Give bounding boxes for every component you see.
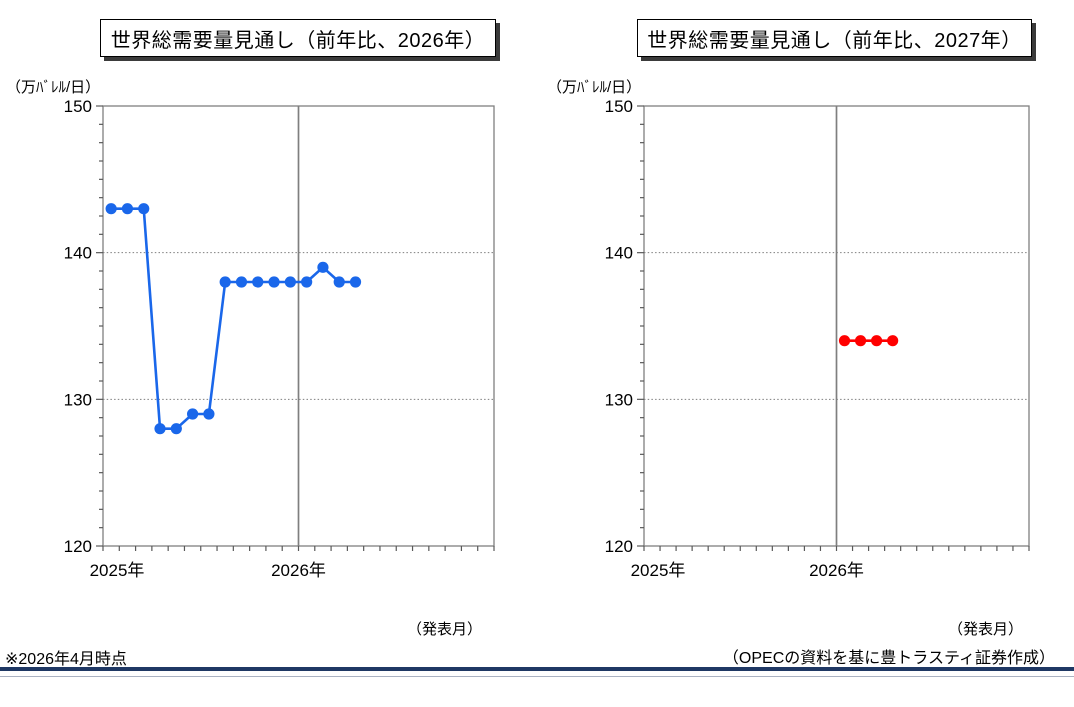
data-point-marker — [154, 423, 166, 435]
data-point-marker — [219, 276, 231, 288]
chart-title-2026-text: 世界総需要量見通し（前年比、2026年） — [110, 29, 486, 52]
data-point-marker — [268, 276, 280, 288]
data-point-marker — [170, 423, 182, 435]
bottom-rule-thick — [0, 667, 1074, 671]
data-point-marker — [317, 261, 329, 273]
chart-title-2026: 世界総需要量見通し（前年比、2026年） — [100, 19, 496, 57]
data-point-marker — [203, 408, 215, 420]
data-point-marker — [887, 335, 899, 347]
chart-title-2027: 世界総需要量見通し（前年比、2027年） — [637, 19, 1032, 57]
data-point-marker — [284, 276, 296, 288]
data-point-marker — [235, 276, 248, 288]
y-tick-label: 150 — [605, 97, 633, 116]
chart-title-2027-text: 世界総需要量見通し（前年比、2027年） — [647, 29, 1022, 52]
data-point-marker — [333, 276, 345, 288]
data-point-marker — [349, 276, 362, 288]
chart-2027: 120 130 140 150 2025年 2026年 — [605, 97, 1030, 580]
y-tick-label: 140 — [64, 244, 92, 263]
data-point-marker — [105, 203, 117, 215]
data-point-marker — [301, 276, 313, 288]
data-point-marker — [121, 203, 134, 215]
data-point-marker — [838, 335, 851, 347]
as-of-date-note: ※2026年4月時点 — [5, 651, 127, 668]
chart-2026: 120 130 140 150 2025年 2026年 — [64, 97, 495, 580]
y-tick-label: 120 — [605, 537, 633, 556]
data-point-marker — [187, 408, 199, 420]
x-axis-caption-2027: （発表月） — [947, 621, 1023, 638]
x-year-label: 2026年 — [271, 561, 326, 580]
y-axis-unit-label-2026: （万ﾊﾞﾚﾙ/日） — [6, 79, 101, 96]
data-point-marker — [871, 335, 883, 347]
x-year-label: 2025年 — [631, 561, 686, 580]
data-point-marker — [854, 335, 867, 347]
data-point-marker — [252, 276, 264, 288]
bottom-rule-thin — [0, 676, 1074, 677]
y-tick-label: 130 — [64, 390, 92, 409]
source-credit: （OPECの資料を基に豊トラスティ証券作成） — [722, 650, 1055, 667]
y-axis-unit-label-2027: （万ﾊﾞﾚﾙ/日） — [547, 79, 642, 96]
y-tick-label: 120 — [64, 537, 92, 556]
y-tick-label: 140 — [605, 244, 633, 263]
x-year-label: 2025年 — [90, 561, 145, 580]
x-axis-caption-2026: （発表月） — [406, 621, 482, 638]
x-year-label: 2026年 — [809, 561, 864, 580]
forecast-line — [111, 207, 356, 430]
y-tick-label: 130 — [605, 390, 633, 409]
y-tick-label: 150 — [64, 97, 92, 116]
data-point-marker — [138, 203, 150, 215]
